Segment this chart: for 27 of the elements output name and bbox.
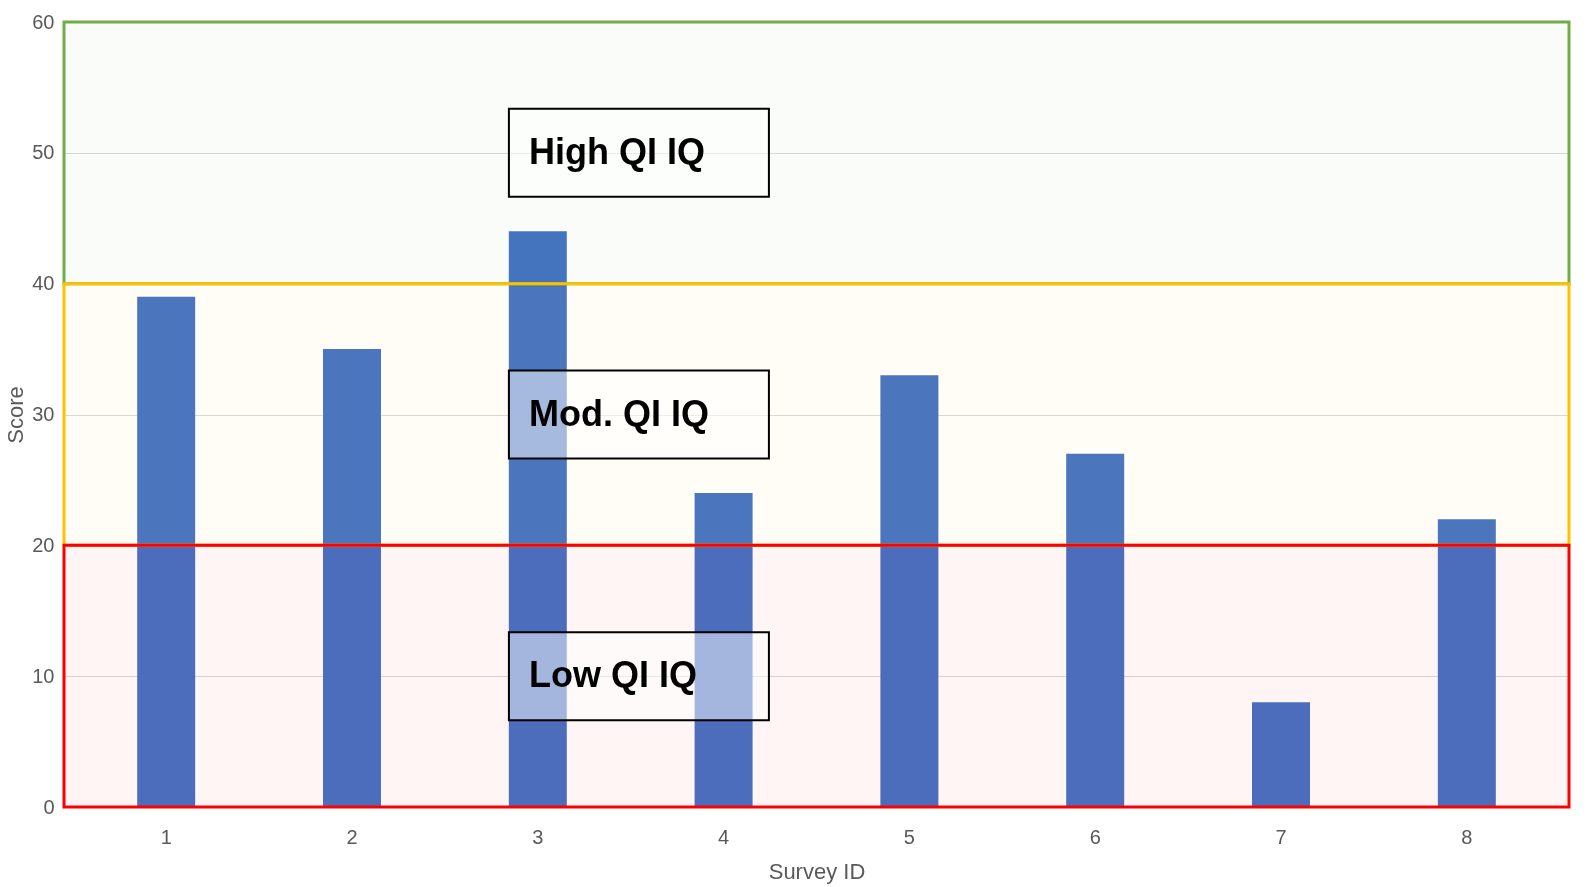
bar (137, 296, 196, 807)
bar (1066, 453, 1125, 807)
bar (322, 349, 381, 807)
x-tick-label: 8 (1461, 825, 1473, 848)
x-tick-label: 3 (532, 825, 544, 848)
y-tick-label: 20 (32, 533, 55, 556)
bar (694, 493, 753, 807)
y-tick-label: 40 (32, 272, 55, 295)
x-tick-label: 1 (160, 825, 172, 848)
x-tick-label: 7 (1275, 825, 1287, 848)
bar (1252, 702, 1311, 807)
x-axis-title: Survey ID (768, 858, 866, 884)
bar (1437, 519, 1496, 807)
x-tick-label: 6 (1089, 825, 1101, 848)
band-label: Mod. QI IQ (528, 392, 709, 434)
y-tick-label: 60 (32, 10, 55, 33)
band-label: High QI IQ (528, 130, 705, 172)
x-tick-label: 2 (346, 825, 358, 848)
x-tick-label: 5 (903, 825, 915, 848)
y-tick-label: 0 (43, 795, 55, 818)
x-tick-label: 4 (718, 825, 730, 848)
y-axis-title: Score (3, 386, 29, 444)
bar (880, 375, 939, 807)
y-tick-label: 30 (32, 403, 55, 425)
y-tick-label: 10 (32, 664, 55, 687)
y-tick-label: 50 (32, 141, 55, 164)
band-label: Low QI IQ (528, 654, 697, 696)
